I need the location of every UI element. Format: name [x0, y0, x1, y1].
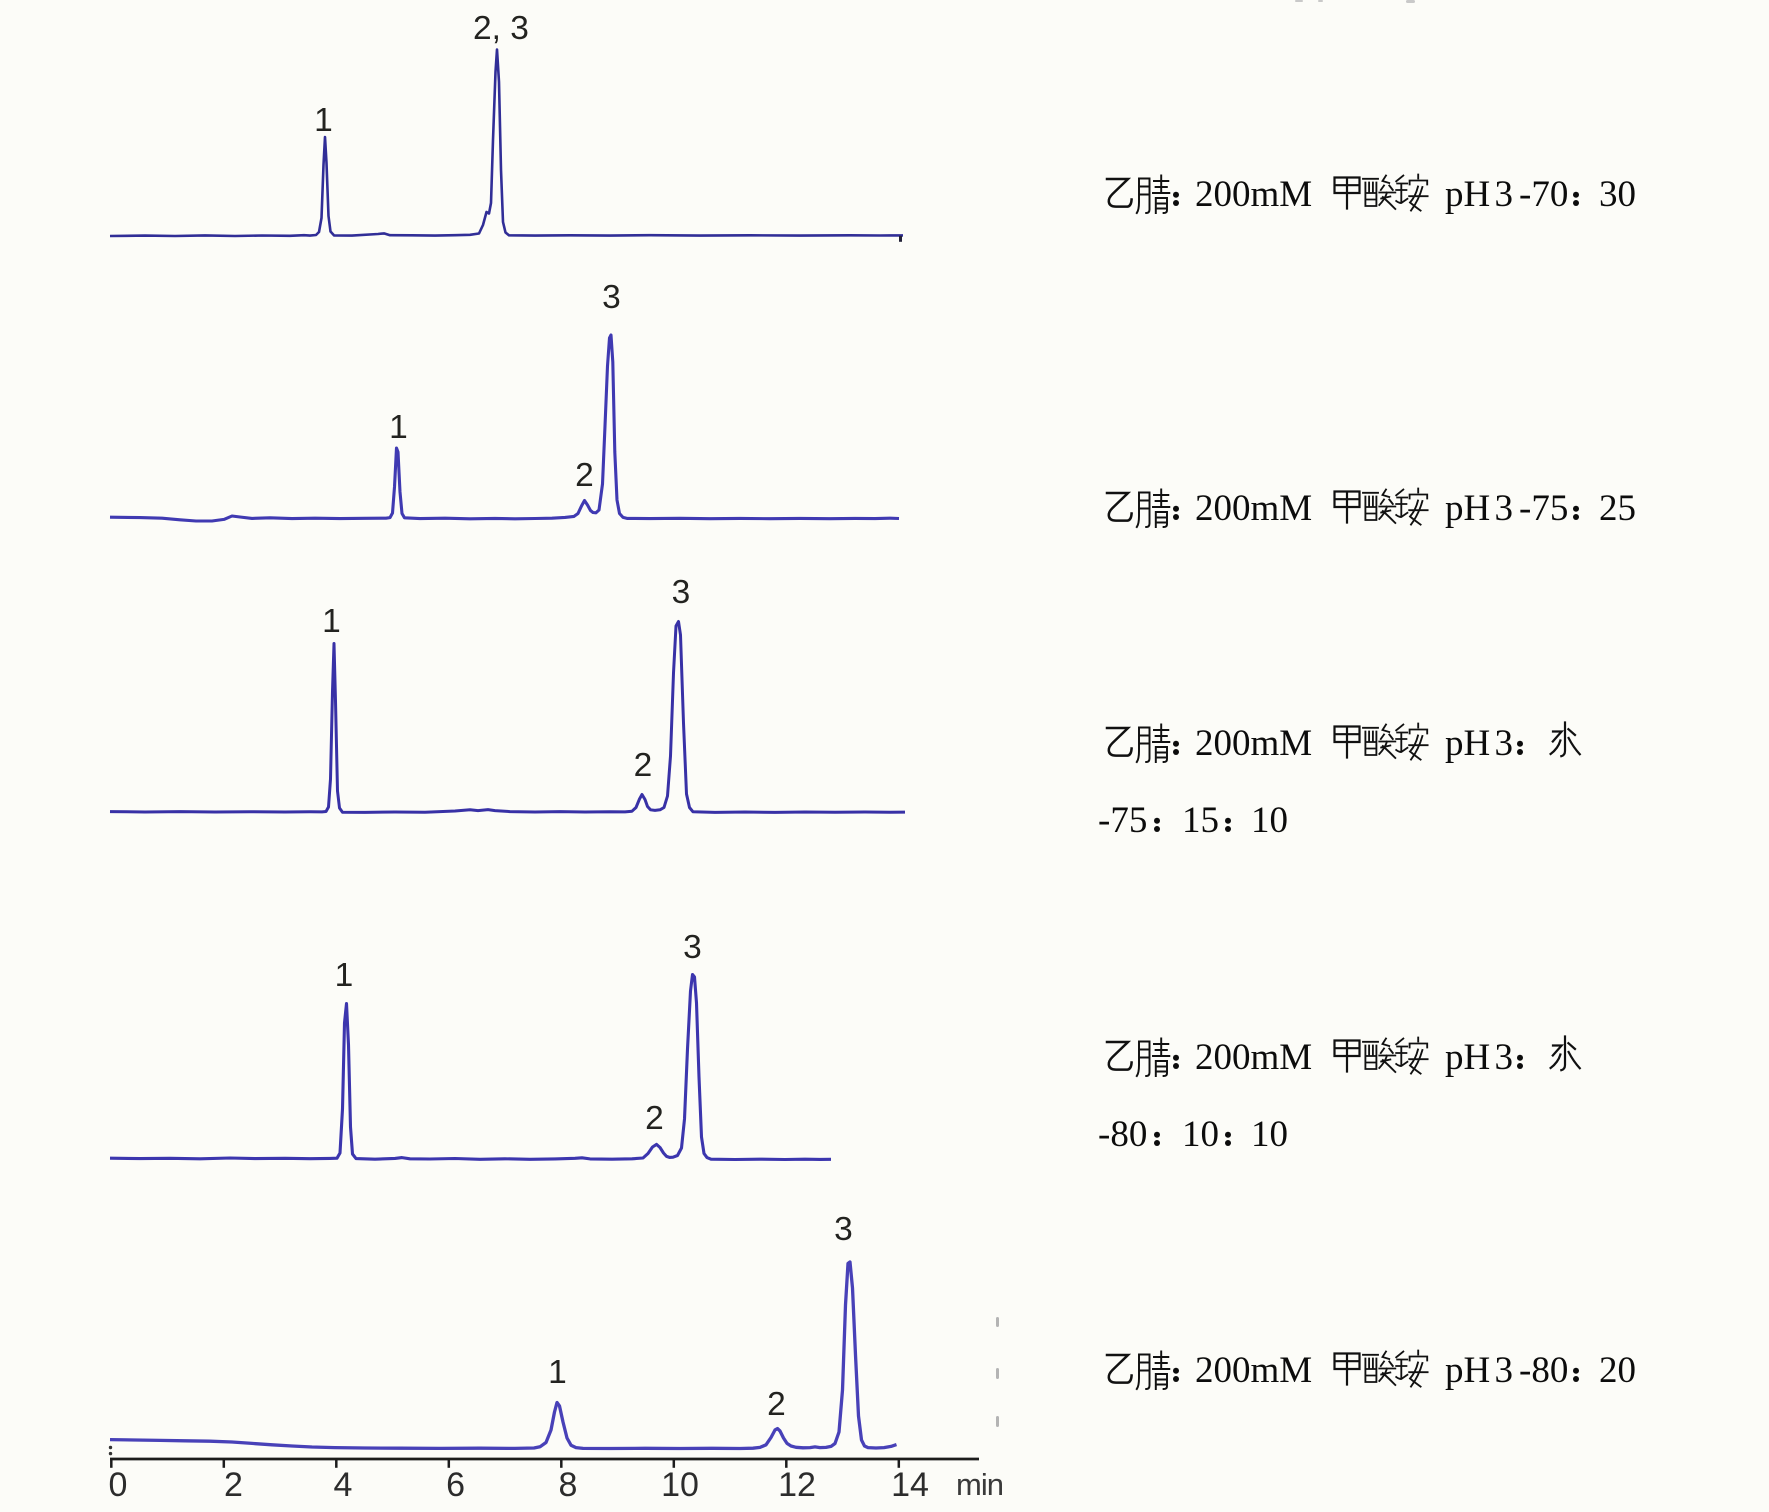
svg-text:2: 2 — [767, 1386, 786, 1423]
svg-text:14: 14 — [891, 1466, 929, 1504]
svg-text:200mM: 200mM — [1195, 1350, 1312, 1391]
svg-text:200mM: 200mM — [1195, 174, 1312, 215]
svg-text:-70: -70 — [1519, 174, 1568, 215]
svg-text:2: 2 — [224, 1466, 243, 1504]
svg-text:-75: -75 — [1519, 488, 1568, 529]
svg-text:10: 10 — [1182, 1114, 1219, 1155]
svg-text:pH: pH — [1445, 723, 1490, 764]
svg-text:3: 3 — [602, 279, 621, 316]
svg-text:1: 1 — [335, 957, 354, 994]
svg-text:3: 3 — [1495, 488, 1514, 529]
svg-text:-80: -80 — [1098, 1114, 1147, 1155]
svg-text:1: 1 — [548, 1354, 567, 1391]
svg-text:2, 3: 2, 3 — [473, 10, 529, 47]
svg-text:200mM: 200mM — [1195, 723, 1312, 764]
svg-text:4: 4 — [334, 1466, 353, 1504]
svg-text:3: 3 — [1495, 174, 1514, 215]
svg-text:12: 12 — [778, 1466, 816, 1504]
svg-text:10: 10 — [1251, 800, 1288, 841]
svg-text:1: 1 — [314, 102, 333, 139]
svg-text:3: 3 — [672, 574, 691, 611]
svg-text:pH: pH — [1445, 488, 1490, 529]
svg-text:10: 10 — [661, 1466, 699, 1504]
svg-text:20: 20 — [1599, 1350, 1636, 1391]
svg-text:1: 1 — [389, 409, 408, 446]
svg-text:200mM: 200mM — [1195, 1037, 1312, 1078]
svg-text:pH: pH — [1445, 1037, 1490, 1078]
svg-text:1: 1 — [322, 603, 341, 640]
svg-text:-75: -75 — [1098, 800, 1147, 841]
svg-text:2: 2 — [634, 747, 653, 784]
svg-text:200mM: 200mM — [1195, 488, 1312, 529]
svg-text:0: 0 — [109, 1466, 128, 1504]
svg-text:3: 3 — [1495, 1350, 1514, 1391]
svg-text:min: min — [956, 1467, 1003, 1502]
svg-text:3: 3 — [834, 1211, 853, 1248]
svg-text:2: 2 — [575, 457, 594, 494]
svg-text:25: 25 — [1599, 488, 1636, 529]
svg-text:8: 8 — [559, 1466, 578, 1504]
svg-text:15: 15 — [1182, 800, 1219, 841]
svg-text:pH: pH — [1445, 1350, 1490, 1391]
svg-text:-80: -80 — [1519, 1350, 1568, 1391]
svg-text:2: 2 — [645, 1100, 664, 1137]
svg-text:pH: pH — [1445, 174, 1490, 215]
svg-text:6: 6 — [446, 1466, 465, 1504]
svg-text:3: 3 — [1495, 723, 1514, 764]
svg-text:30: 30 — [1599, 174, 1636, 215]
svg-text:3: 3 — [1495, 1037, 1514, 1078]
svg-text:10: 10 — [1251, 1114, 1288, 1155]
svg-text:3: 3 — [683, 929, 702, 966]
